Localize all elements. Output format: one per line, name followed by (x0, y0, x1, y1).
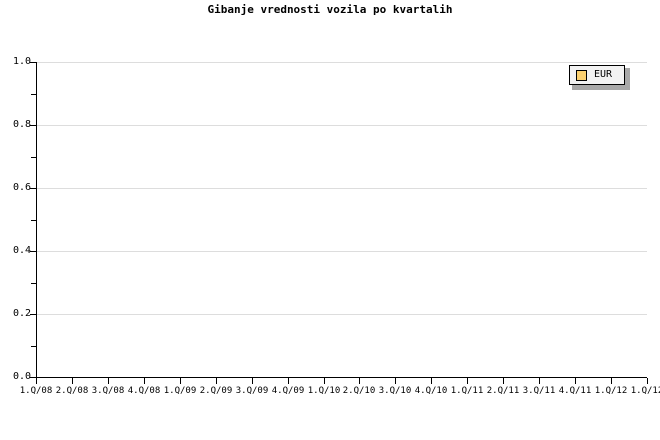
y-axis-label: 0.6 (12, 182, 31, 193)
gridline (36, 188, 647, 189)
x-axis-tick (395, 378, 396, 384)
y-axis-minor-tick (31, 346, 36, 347)
y-axis-minor-tick (31, 220, 36, 221)
x-axis-tick (467, 378, 468, 384)
plot-area (36, 62, 647, 377)
y-axis-tick (30, 377, 36, 378)
y-axis-label: 0.8 (12, 119, 31, 130)
y-axis-tick (30, 188, 36, 189)
x-axis-tick (324, 378, 325, 384)
x-axis-label: 4.Q/11 (558, 386, 592, 396)
legend-label-eur: EUR (594, 69, 613, 80)
x-axis-label: 3.Q/11 (522, 386, 556, 396)
x-axis-label: 2.Q/10 (342, 386, 376, 396)
x-axis-tick (359, 378, 360, 384)
x-axis-label: 4.Q/09 (271, 386, 305, 396)
x-axis-tick (144, 378, 145, 384)
y-axis-label: 0.2 (12, 308, 31, 319)
x-axis-tick (252, 378, 253, 384)
x-axis-tick (503, 378, 504, 384)
y-axis-label: 0.4 (12, 245, 31, 256)
x-axis-label: 3.Q/09 (235, 386, 269, 396)
chart-legend[interactable]: EUR (569, 65, 625, 85)
x-axis-label: 1.Q/11 (450, 386, 484, 396)
y-axis-label: 0.0 (12, 371, 31, 382)
x-axis-tick (36, 378, 37, 384)
x-axis-label: 1.Q/08 (19, 386, 53, 396)
gridline (36, 251, 647, 252)
x-axis-label: 1.Q/12 (594, 386, 628, 396)
x-axis-tick (108, 378, 109, 384)
chart-title: Gibanje vrednosti vozila po kvartalih (207, 3, 453, 16)
x-axis-tick (180, 378, 181, 384)
y-axis-minor-tick (31, 283, 36, 284)
x-axis-line (36, 377, 647, 378)
y-axis-tick (30, 314, 36, 315)
x-axis-label: 2.Q/09 (199, 386, 233, 396)
x-axis-tick (431, 378, 432, 384)
y-axis-tick (30, 251, 36, 252)
x-axis-label: 4.Q/08 (127, 386, 161, 396)
gridline (36, 62, 647, 63)
x-axis-tick (216, 378, 217, 384)
y-axis-tick (30, 62, 36, 63)
x-axis-label: 2.Q/11 (486, 386, 520, 396)
x-axis-label: 3.Q/08 (91, 386, 125, 396)
y-axis-minor-tick (31, 94, 36, 95)
gridline (36, 314, 647, 315)
x-axis-label: 4.Q/10 (414, 386, 448, 396)
x-axis-label: 1.Q/09 (163, 386, 197, 396)
x-axis-tick (72, 378, 73, 384)
x-axis-label: 1.Q/12 (630, 386, 660, 396)
x-axis-label: 1.Q/10 (307, 386, 341, 396)
gridline (36, 125, 647, 126)
x-axis-tick (611, 378, 612, 384)
x-axis-tick (539, 378, 540, 384)
x-axis-label: 2.Q/08 (55, 386, 89, 396)
x-axis-label: 3.Q/10 (378, 386, 412, 396)
y-axis-minor-tick (31, 157, 36, 158)
x-axis-tick (288, 378, 289, 384)
x-axis-tick (647, 378, 648, 384)
y-axis-tick (30, 125, 36, 126)
y-axis-line (36, 62, 37, 378)
x-axis-tick (575, 378, 576, 384)
legend-swatch-eur-icon (576, 69, 587, 81)
y-axis-label: 1.0 (12, 56, 31, 67)
